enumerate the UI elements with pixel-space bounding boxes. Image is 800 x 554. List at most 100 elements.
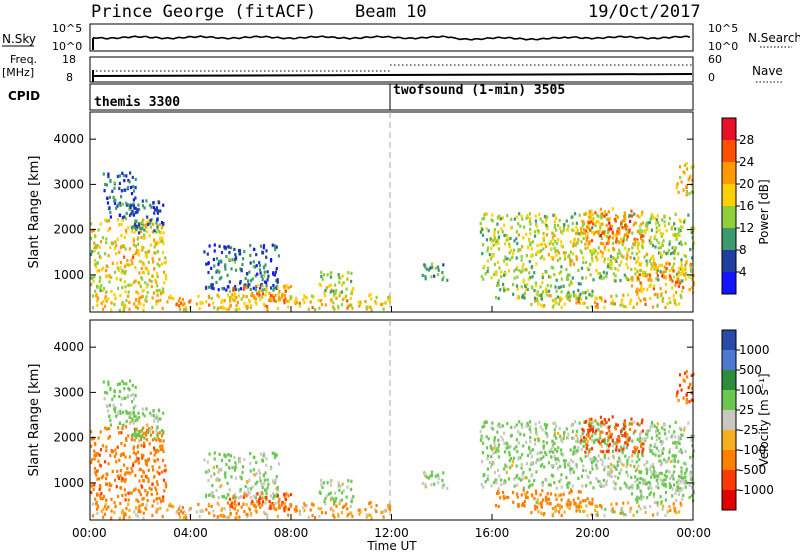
velocity-cell xyxy=(274,455,277,460)
power-cell xyxy=(684,254,687,258)
power-cell xyxy=(620,254,623,258)
velocity-cell xyxy=(265,496,268,500)
velocity-cell xyxy=(552,512,555,516)
velocity-cell xyxy=(146,423,149,427)
velocity-cell xyxy=(388,508,392,512)
velocity-cell xyxy=(674,454,677,458)
velocity-cell xyxy=(228,488,231,492)
velocity-cell xyxy=(635,447,638,452)
velocity-cell xyxy=(609,432,612,437)
velocity-cell xyxy=(145,407,148,411)
velocity-cell xyxy=(94,443,97,447)
power-cell xyxy=(370,297,373,301)
power-cell xyxy=(604,299,607,303)
velocity-cell xyxy=(630,422,634,426)
velocity-cell xyxy=(625,470,628,474)
power-cell xyxy=(348,304,351,308)
velocity-cell xyxy=(235,503,238,507)
power-cell xyxy=(289,285,293,289)
velocity-cell xyxy=(545,432,548,436)
velocity-cell xyxy=(239,495,243,499)
velocity-cell xyxy=(437,481,440,485)
power-cell xyxy=(189,299,192,303)
power-cell xyxy=(589,273,592,277)
velocity-cell xyxy=(618,436,621,440)
power-cell xyxy=(571,221,574,226)
power-cell xyxy=(622,293,625,297)
power-cell xyxy=(225,254,228,259)
power-cell xyxy=(205,285,208,289)
power-cell xyxy=(182,308,185,312)
power-cell xyxy=(685,184,688,188)
velocity-cell xyxy=(156,497,159,501)
power-cell xyxy=(620,221,623,225)
velocity-cell xyxy=(664,498,667,502)
power-cell xyxy=(680,180,683,184)
velocity-cell xyxy=(134,487,137,491)
velocity-cell xyxy=(278,497,281,502)
power-cell xyxy=(330,298,333,302)
velocity-cell xyxy=(258,476,261,480)
power-cell xyxy=(121,268,124,272)
power-cell xyxy=(147,269,150,273)
velocity-cell xyxy=(349,504,352,508)
velocity-cell xyxy=(577,508,580,512)
velocity-cell xyxy=(511,460,514,464)
power-cell xyxy=(591,239,594,243)
velocity-cell xyxy=(95,473,98,477)
velocity-cell xyxy=(549,492,553,496)
power-cell xyxy=(276,286,280,290)
velocity-cell xyxy=(597,438,600,442)
power-cell xyxy=(140,266,143,271)
velocity-cell xyxy=(659,439,662,444)
power-cell xyxy=(177,299,180,303)
time-xlabel: Time UT xyxy=(366,539,417,553)
velocity-cell xyxy=(540,505,543,509)
power-cell xyxy=(129,263,132,267)
power-cell xyxy=(107,254,110,258)
velocity-cell xyxy=(613,486,616,490)
velocity-cell xyxy=(481,451,484,455)
power-cell xyxy=(253,247,256,252)
velocity-cell xyxy=(647,486,650,490)
velocity-cell xyxy=(674,491,677,495)
power-cell xyxy=(596,305,599,309)
velocity-cell xyxy=(594,508,597,512)
time-tick-label: 12:00 xyxy=(374,526,409,540)
velocity-cell xyxy=(690,477,693,481)
power-cell xyxy=(683,163,687,167)
power-cell xyxy=(150,279,153,283)
velocity-cell xyxy=(115,414,118,418)
velocity-cell xyxy=(574,420,577,424)
velocity-colorbar-frame xyxy=(721,329,737,511)
velocity-cell xyxy=(148,457,151,461)
velocity-cell xyxy=(489,465,493,469)
power-cell xyxy=(250,304,253,308)
velocity-cell xyxy=(561,439,564,443)
power-cell xyxy=(579,233,582,237)
velocity-cell xyxy=(673,464,676,469)
power-cell xyxy=(526,215,529,219)
power-cell xyxy=(159,291,162,295)
velocity-cell xyxy=(679,437,682,441)
velocity-cell xyxy=(626,458,629,462)
velocity-cell xyxy=(502,494,505,498)
velocity-cell xyxy=(586,474,589,478)
power-cell xyxy=(675,235,678,239)
velocity-cell xyxy=(641,437,644,441)
power-cell xyxy=(679,293,682,297)
power-cell xyxy=(481,233,485,237)
velocity-cell xyxy=(243,493,246,497)
power-cell xyxy=(595,255,598,259)
velocity-cell xyxy=(322,481,325,485)
power-cell xyxy=(380,302,383,306)
velocity-cell xyxy=(497,449,500,453)
power-cell xyxy=(541,281,544,285)
power-cell xyxy=(575,301,578,305)
velocity-cell xyxy=(650,486,653,490)
power-cell xyxy=(491,254,494,258)
power-cell xyxy=(161,236,164,240)
power-cell xyxy=(149,218,152,222)
power-cell xyxy=(250,293,253,298)
velocity-cell xyxy=(298,509,301,513)
